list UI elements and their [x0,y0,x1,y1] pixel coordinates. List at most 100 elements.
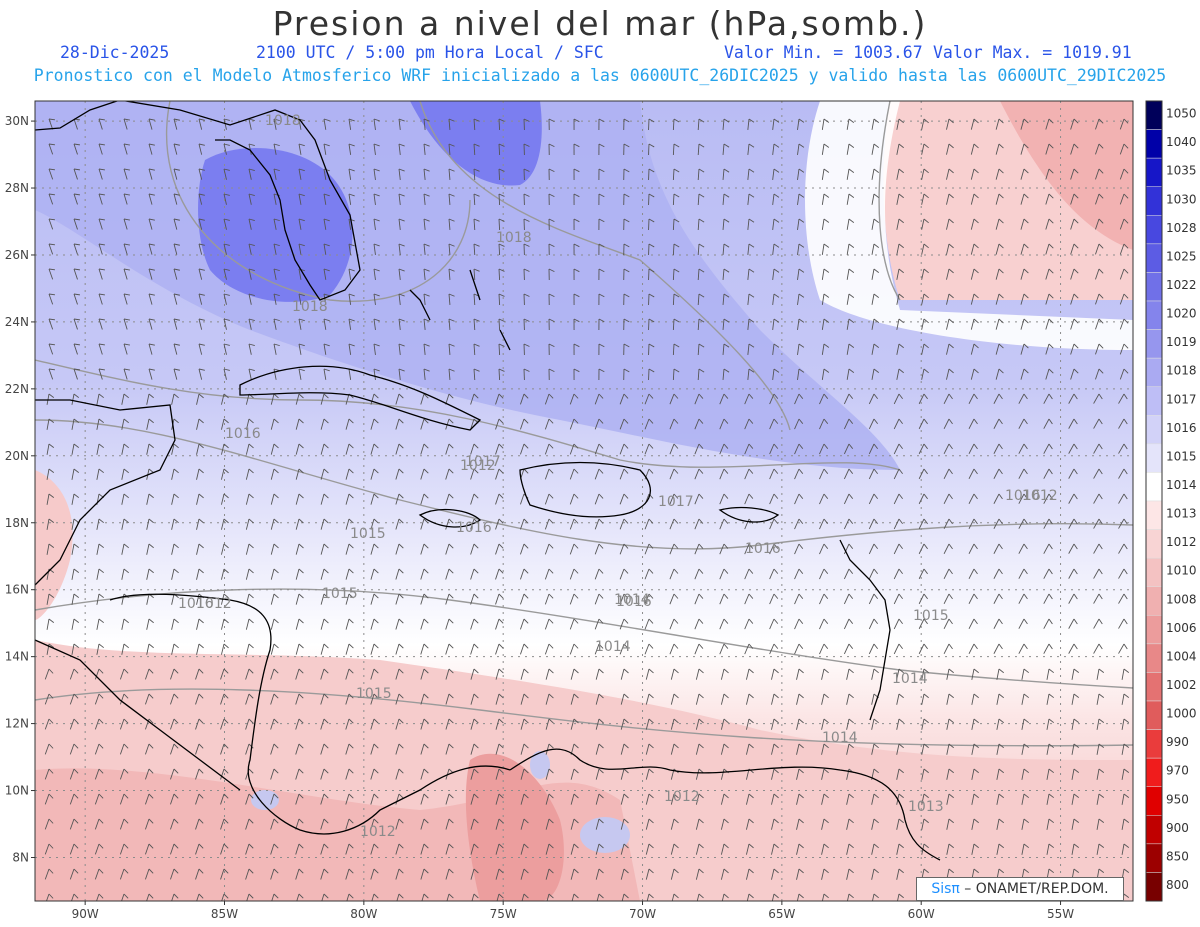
wind-barb [971,693,975,705]
wind-barb-flag [673,143,680,148]
wind-barb [98,293,103,305]
wind-barb-flag [348,718,354,724]
wind-barb [69,868,75,880]
wind-barb-flag [973,493,978,500]
wind-barb-flag [473,193,480,197]
wind-barb [495,418,500,430]
wind-barb [498,118,501,131]
wind-barb-flag [723,518,729,524]
wind-barb [148,293,153,305]
wind-barb [996,793,1000,805]
wind-barb [995,218,1000,230]
wind-barb-flag [148,543,154,549]
wind-barb [94,668,100,680]
wind-barb [772,143,775,155]
wind-barb [445,843,450,855]
wind-barb-flag [823,493,829,499]
wind-barb-flag [748,343,755,348]
wind-barb-flag [323,243,330,247]
wind-barb-flag [573,743,579,749]
wind-barb [1045,318,1050,330]
wind-barb-flag [798,518,804,524]
wind-barb-flag [973,393,978,400]
wind-barb-flag [398,793,404,799]
wind-barb [670,693,675,705]
wind-barb [1095,193,1100,205]
wind-barb-flag [1073,118,1079,124]
wind-barb [772,343,775,355]
wind-barb-flag [98,793,104,799]
wind-barb [747,368,750,380]
wind-barb [918,643,925,655]
wind-barb-flag [598,268,605,273]
wind-barb-flag [798,368,805,373]
wind-barb-flag [1048,118,1054,124]
wind-barb [373,243,376,255]
wind-barb-flag [248,718,254,724]
wind-barb-flag [698,168,705,173]
wind-barb-flag [198,768,204,774]
wind-barb [420,693,425,705]
wind-barb [821,818,825,830]
wind-barb-flag [73,318,81,321]
wind-barb-flag [148,218,155,221]
wind-barb-flag [823,118,830,123]
wind-barb-flag [673,468,679,474]
isobar-1016 [35,359,901,471]
wind-barb [445,618,450,630]
wind-barb [96,393,100,405]
wind-barb-flag [773,593,779,599]
wind-barb-flag [598,668,604,674]
wind-barb-flag [223,643,229,649]
wind-barb [323,118,327,130]
wind-barb-flag [1073,668,1080,674]
wind-barb [570,693,575,705]
wind-barb-flag [798,118,805,123]
wind-barb [148,168,153,180]
wind-barb-flag [423,668,429,674]
wind-barb [1046,793,1050,805]
wind-barb [270,793,275,805]
wind-barb [1070,343,1075,355]
wind-barb-flag [998,293,1004,299]
wind-barb-flag [1098,343,1104,349]
wind-barb-flag [373,768,379,774]
wind-barb [145,743,150,755]
wind-barb-flag [473,343,480,347]
wind-barb-flag [548,418,554,424]
wind-barb-flag [398,468,404,474]
wind-barb-flag [1123,168,1129,174]
wind-barb-flag [373,868,379,874]
wind-barb [145,668,150,680]
wind-barb [423,268,426,280]
wind-barb-flag [898,268,904,274]
wind-barb [195,718,200,730]
wind-barb [71,893,75,901]
wind-barb [846,893,850,901]
wind-barb-flag [1123,593,1128,600]
wind-barb-flag [923,393,928,400]
wind-barb [921,193,925,205]
wind-barb-flag [848,143,855,148]
wind-barb [146,518,150,530]
wind-barb-flag [123,568,129,574]
wind-barb [871,243,875,255]
wind-barb-flag [73,218,81,221]
wind-barb [821,868,825,880]
wind-barb-flag [623,693,629,699]
wind-barb [946,818,950,830]
wind-barb-flag [948,868,954,874]
wind-barb-flag [623,343,630,348]
wind-barb-flag [923,343,929,349]
wind-barb-flag [748,568,754,574]
wind-barb-flag [698,118,705,123]
wind-barb-flag [948,243,954,249]
wind-barb [545,693,550,705]
wind-barb [320,618,325,630]
wind-barb-flag [1023,668,1030,674]
wind-barb-flag [98,768,104,774]
wind-barb [995,343,1000,355]
wind-barb-flag [123,418,129,424]
wind-barb-flag [298,368,305,372]
wind-barb-flag [573,118,580,123]
